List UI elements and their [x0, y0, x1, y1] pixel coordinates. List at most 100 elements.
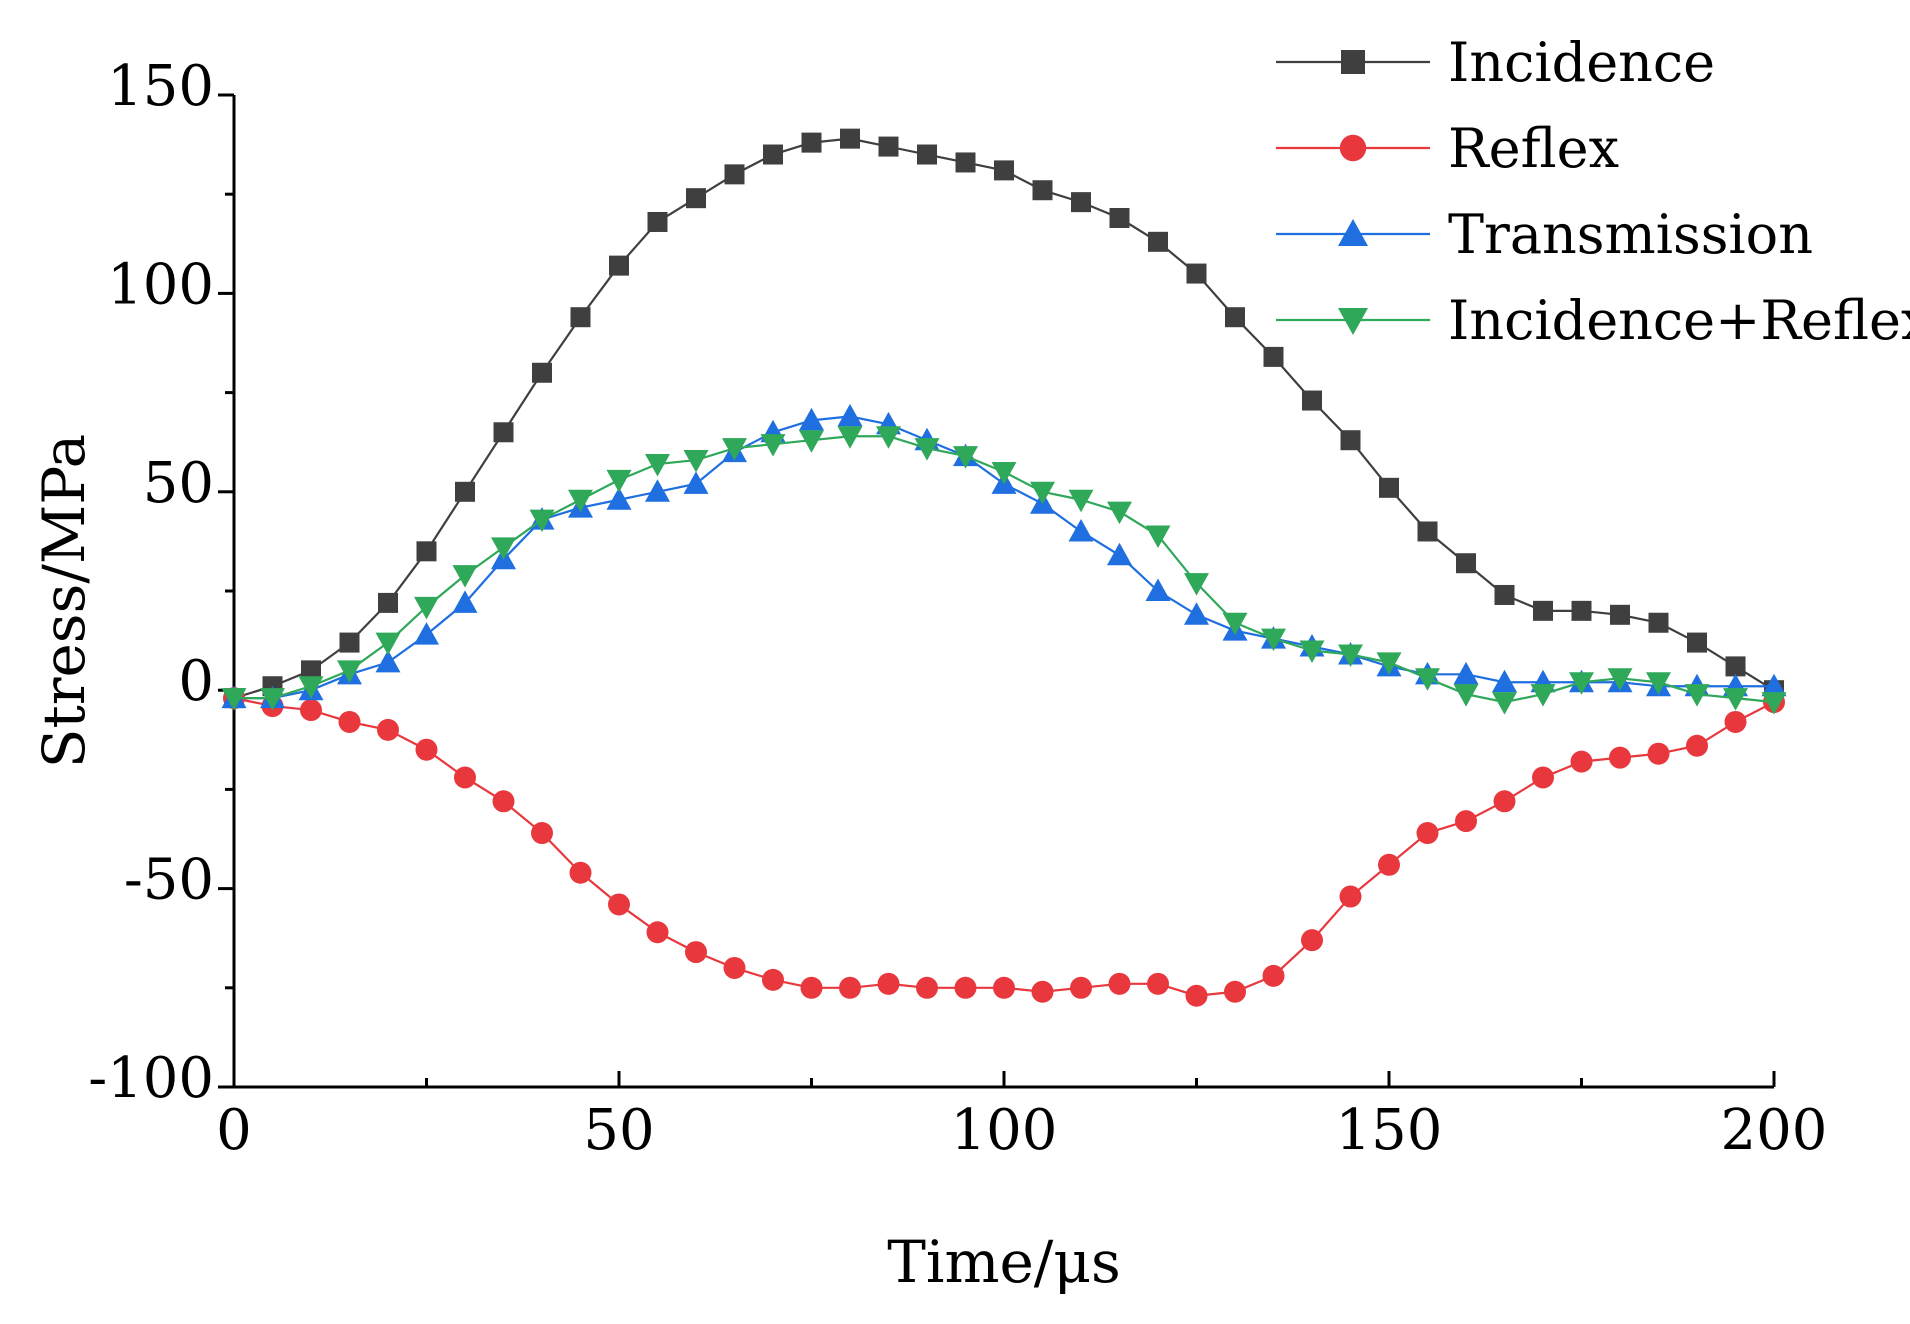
data-point: [260, 688, 285, 711]
data-point: [414, 596, 439, 620]
data-point: [1145, 578, 1171, 601]
data-point: [1571, 600, 1592, 621]
data-point: [1068, 489, 1094, 513]
y-axis-title: Stress/MPa: [30, 434, 98, 769]
data-point: [493, 422, 514, 443]
series-transmission: [221, 403, 1787, 709]
data-point: [1686, 734, 1708, 757]
data-point: [1338, 644, 1363, 667]
data-point: [1071, 192, 1091, 213]
data-point: [416, 541, 437, 562]
data-point: [876, 426, 901, 449]
data-point: [1724, 710, 1747, 733]
data-point: [1648, 612, 1669, 633]
data-point: [1262, 964, 1285, 987]
data-point: [1107, 542, 1132, 566]
data-point: [1687, 632, 1707, 653]
data-point: [415, 738, 438, 761]
data-point: [1456, 553, 1476, 574]
series-line: [234, 415, 1774, 700]
data-point: [1646, 672, 1671, 695]
data-point: [1378, 853, 1400, 876]
legend: Incidence Reflex Transmission Incidence+Ref…: [1276, 31, 1910, 352]
data-point: [1224, 980, 1246, 1003]
data-point: [1761, 673, 1787, 697]
data-point: [1569, 672, 1594, 695]
data-point: [1415, 668, 1440, 691]
data-point: [763, 144, 783, 165]
data-point: [954, 976, 977, 999]
data-point: [799, 407, 824, 431]
data-point: [339, 632, 360, 653]
data-point: [529, 509, 555, 533]
data-point: [722, 438, 747, 461]
data-point: [685, 941, 707, 964]
data-point: [1145, 525, 1171, 548]
data-point: [877, 972, 900, 995]
data-point: [570, 307, 591, 328]
data-point: [723, 956, 746, 979]
data-point: [1340, 430, 1361, 451]
data-point: [1761, 692, 1787, 715]
legend-item: Incidence: [1276, 31, 1715, 94]
x-tick-label: 100: [951, 1098, 1058, 1163]
data-point: [454, 766, 476, 789]
data-point: [1147, 972, 1169, 995]
series-line: [233, 697, 1775, 997]
data-point: [337, 660, 362, 683]
data-point: [1068, 518, 1094, 542]
series-reflex: [223, 687, 1785, 1007]
data-point: [839, 976, 861, 999]
data-point: [300, 699, 322, 722]
data-point: [878, 136, 899, 157]
data-point: [1070, 976, 1092, 999]
data-point: [1185, 984, 1208, 1007]
data-point: [1417, 521, 1438, 542]
legend-item: Reflex: [1276, 117, 1619, 180]
data-point: [378, 592, 398, 613]
data-point: [800, 976, 823, 999]
data-point: [683, 450, 709, 473]
y-tick-label: 150: [107, 54, 214, 119]
data-point: [1263, 346, 1284, 367]
data-point: [1379, 477, 1399, 498]
data-point: [298, 676, 324, 699]
data-point: [840, 128, 860, 149]
data-point: [1338, 308, 1368, 335]
data-point: [606, 469, 632, 493]
data-point: [1494, 584, 1515, 605]
data-point: [646, 921, 669, 944]
data-point: [1148, 231, 1168, 252]
legend-label: Reflex: [1448, 117, 1619, 180]
data-point: [1570, 750, 1593, 773]
data-point: [1301, 929, 1323, 952]
series-incidence-reflex: [221, 426, 1787, 715]
data-point: [1225, 307, 1245, 328]
data-point: [375, 632, 401, 656]
data-point: [1302, 390, 1322, 411]
data-point: [608, 893, 630, 916]
data-point: [1493, 790, 1516, 813]
data-point: [1376, 652, 1402, 675]
data-point: [375, 649, 401, 673]
data-point: [491, 537, 516, 560]
x-tick-label: 200: [1721, 1098, 1828, 1163]
legend-label: Incidence: [1448, 31, 1715, 94]
data-point: [414, 622, 439, 645]
data-point: [1109, 208, 1130, 229]
data-point: [1455, 810, 1477, 833]
data-point: [1530, 684, 1556, 707]
data-point: [1339, 134, 1367, 162]
y-tick-label: -100: [88, 1046, 214, 1111]
data-point: [955, 152, 976, 173]
data-point: [1492, 669, 1517, 693]
data-point: [1222, 612, 1248, 636]
data-point: [221, 688, 247, 711]
data-point: [647, 211, 668, 232]
data-point: [1647, 742, 1670, 765]
x-tick-label: 50: [583, 1098, 654, 1163]
data-point: [686, 188, 706, 209]
data-point: [917, 144, 937, 165]
data-point: [1609, 746, 1631, 769]
